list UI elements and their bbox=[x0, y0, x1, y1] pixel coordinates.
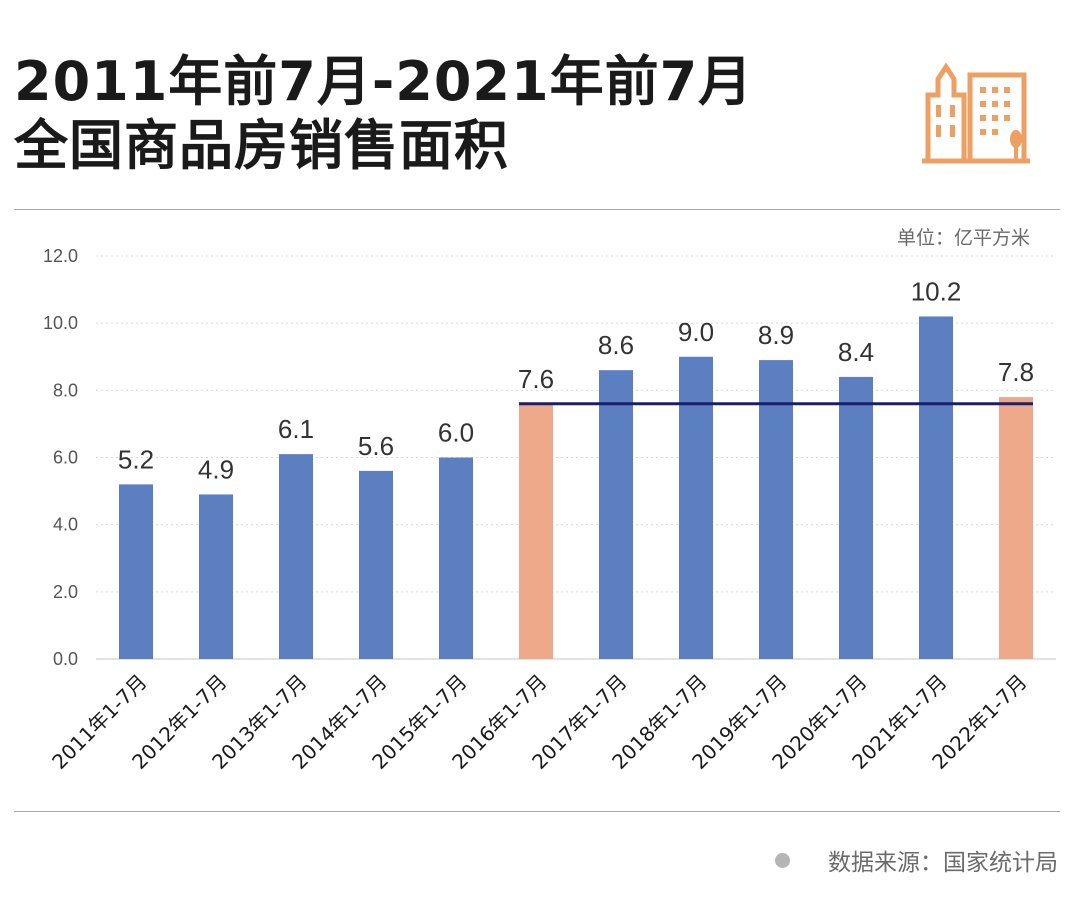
data-label: 4.9 bbox=[198, 454, 234, 484]
bar bbox=[599, 370, 633, 659]
data-label: 5.2 bbox=[118, 444, 154, 474]
highlight-bar bbox=[519, 403, 553, 659]
bar bbox=[759, 360, 793, 659]
data-label: 10.2 bbox=[911, 276, 962, 306]
top-divider bbox=[14, 209, 1060, 210]
bar bbox=[679, 356, 713, 659]
data-label: 5.6 bbox=[358, 431, 394, 461]
chart-title: 2011年前7月-2021年前7月 全国商品房销售面积 bbox=[14, 50, 753, 178]
bottom-divider bbox=[14, 811, 1060, 812]
data-label: 6.1 bbox=[278, 414, 314, 444]
unit-label: 单位：亿平方米 bbox=[896, 227, 1030, 249]
data-label: 9.0 bbox=[678, 317, 714, 347]
bar bbox=[279, 454, 313, 659]
y-tick-label: 12.0 bbox=[43, 246, 78, 266]
data-label: 6.0 bbox=[438, 418, 474, 448]
source-note: 数据来源：国家统计局 bbox=[775, 843, 1058, 877]
y-tick-label: 10.0 bbox=[43, 313, 78, 333]
city-buildings-icon bbox=[922, 62, 1030, 164]
bar bbox=[839, 376, 873, 659]
bullet-dot-icon bbox=[775, 852, 790, 868]
y-tick-label: 0.0 bbox=[53, 649, 78, 669]
highlight-bar bbox=[999, 397, 1033, 659]
y-tick-label: 8.0 bbox=[53, 380, 78, 400]
bar bbox=[359, 470, 393, 659]
data-label: 7.6 bbox=[518, 364, 554, 394]
bar bbox=[919, 316, 953, 659]
title-line-2: 全国商品房销售面积 bbox=[14, 114, 509, 177]
bar bbox=[199, 494, 233, 659]
y-tick-label: 6.0 bbox=[53, 448, 78, 468]
data-label: 7.8 bbox=[998, 357, 1034, 387]
y-tick-label: 2.0 bbox=[53, 582, 78, 602]
data-label: 8.6 bbox=[598, 330, 634, 360]
data-label: 8.4 bbox=[838, 337, 874, 367]
bar bbox=[119, 484, 153, 659]
y-tick-label: 4.0 bbox=[53, 515, 78, 535]
source-text: 数据来源：国家统计局 bbox=[828, 850, 1058, 876]
data-label: 8.9 bbox=[758, 320, 794, 350]
bar bbox=[439, 457, 473, 659]
title-line-1: 2011年前7月-2021年前7月 bbox=[14, 50, 754, 113]
